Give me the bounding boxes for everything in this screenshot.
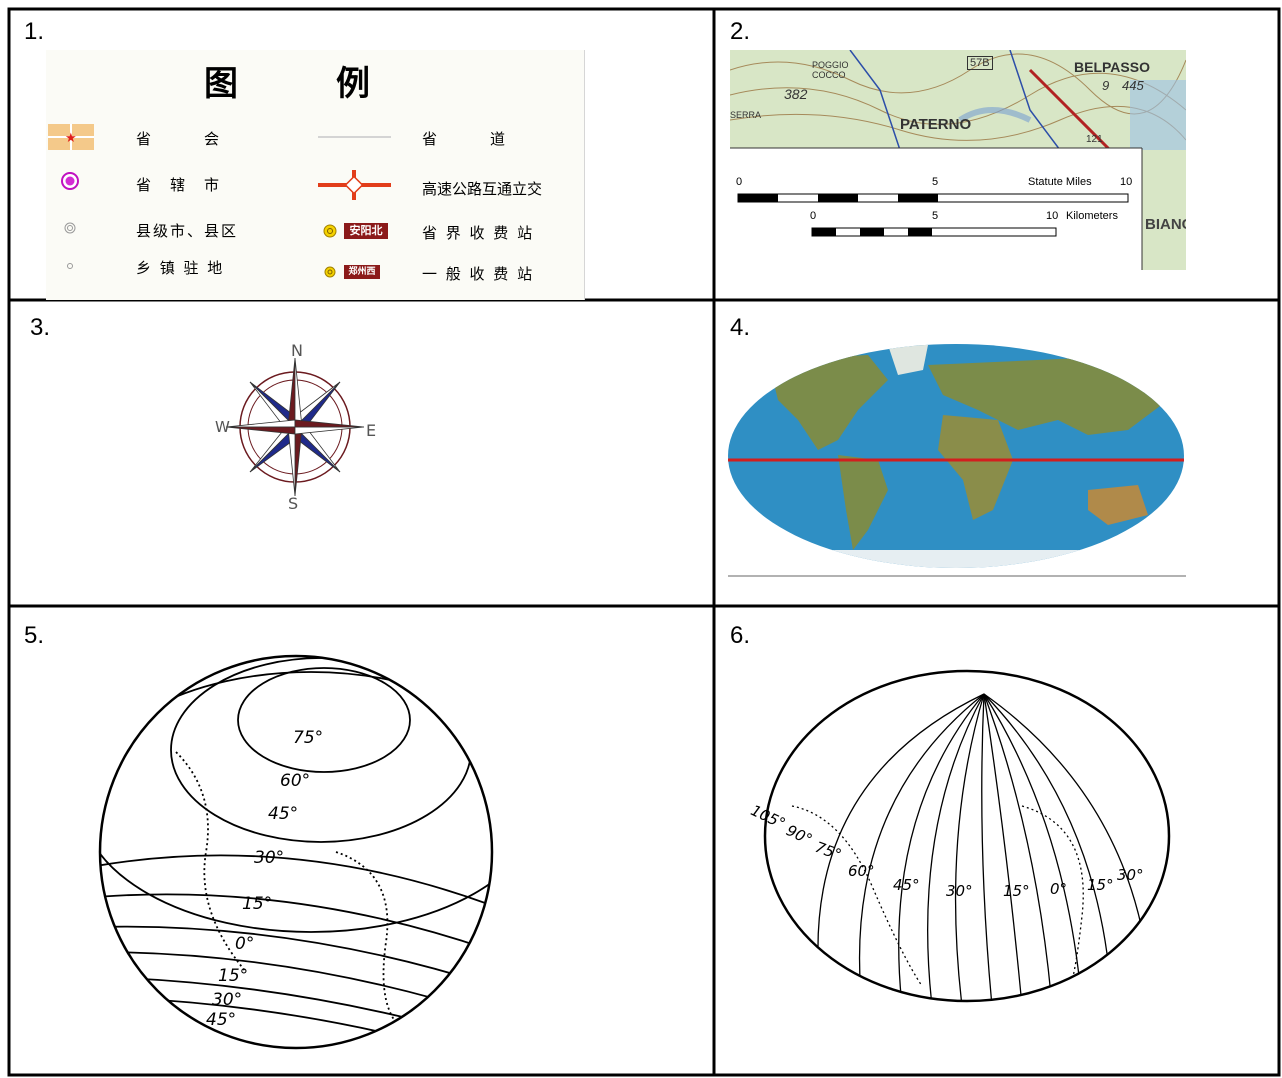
map-label-9: 9 [1102, 78, 1110, 93]
km-tick-5: 5 [932, 210, 939, 222]
legend-title-left: 图 [204, 64, 238, 104]
lat-label-0: 0° [235, 934, 255, 954]
map-label-57b: 57B [967, 56, 993, 70]
legend-label-provincial-road: 省 道 [422, 130, 508, 148]
compass-rose-icon [225, 357, 365, 497]
lat-label-75: 75° [293, 728, 324, 748]
km-tick-0: 0 [810, 210, 817, 222]
legend-label-general-toll: 一 般 收 费 站 [422, 265, 535, 283]
longitude-globe-icon [763, 669, 1171, 1003]
lat-label-15s: 15° [218, 966, 249, 986]
map-legend: 图 例 ★ [46, 50, 585, 300]
topographic-map-art [730, 50, 1186, 270]
panel-number-4: 4. [730, 314, 751, 341]
map-label-121: 121 [1086, 134, 1103, 145]
toll-sign-general: 郑州西 [348, 267, 376, 277]
lat-label-30s: 30° [212, 990, 243, 1010]
legend-label-town-seat: 乡 镇 驻 地 [136, 259, 225, 277]
panel-number-2: 2. [730, 18, 751, 45]
miles-tick-10: 10 [1120, 176, 1133, 188]
map-label-belpasso-text: BELPASSO [1074, 59, 1150, 75]
lon-label-60: 60° [848, 862, 875, 880]
lon-label-30: 30° [946, 882, 973, 900]
toll-sign-provincial: 安阳北 [349, 224, 383, 237]
town-seat-icon [67, 263, 73, 269]
general-toll-station-icon [324, 265, 380, 279]
map-label-paterno: PATERNO [900, 116, 972, 133]
lat-label-60: 60° [280, 771, 311, 791]
miles-tick-5: 5 [932, 176, 939, 188]
lon-label-0: 0° [1050, 880, 1068, 898]
legend-symbols: ★ [48, 124, 391, 279]
expressway-interchange-icon [318, 170, 391, 200]
map-label-382: 382 [784, 86, 808, 102]
panel-number-1: 1. [24, 18, 45, 45]
legend-label-expressway-interchange: 高速公路互通立交 [422, 180, 543, 198]
legend-label-provincial-toll: 省 界 收 费 站 [422, 224, 535, 242]
county-city-icon [64, 222, 76, 234]
legend-label-provincial-capital: 省 会 [136, 130, 222, 148]
latitude-globe-icon [98, 654, 494, 1050]
map-label-serra: SERRA [730, 110, 762, 120]
topographic-map: BELPASSO PATERNO POGGIO COCCO 382 SERRA … [730, 50, 1186, 270]
prefecture-city-icon [61, 172, 79, 190]
map-label-bianc: BIANC [1145, 216, 1186, 233]
lon-label-45: 45° [893, 876, 920, 894]
svg-text:★: ★ [65, 131, 77, 146]
panel-number-6: 6. [730, 622, 751, 649]
map-label-445: 445 [1122, 78, 1144, 93]
km-tick-10: 10 [1046, 210, 1059, 222]
compass-south-label: S [288, 494, 299, 513]
provincial-toll-station-icon [323, 223, 388, 239]
km-title: Kilometers [1066, 210, 1118, 222]
miles-tick-0: 0 [736, 176, 743, 188]
panel-number-5: 5. [24, 622, 45, 649]
provincial-capital-icon: ★ [48, 124, 94, 150]
world-map-icon [728, 344, 1186, 577]
map-label-poggio: POGGIO COCCO [812, 60, 849, 80]
lon-label-15: 15° [1003, 882, 1030, 900]
lat-label-45: 45° [268, 804, 299, 824]
compass-west-label: W [215, 418, 230, 436]
miles-title: Statute Miles [1028, 176, 1092, 188]
panel-number-3: 3. [30, 314, 51, 341]
compass-east-label: E [366, 421, 377, 440]
compass-north-label: N [291, 341, 303, 360]
legend-label-county-city: 县级市、县区 [136, 222, 239, 240]
lat-label-30: 30° [254, 848, 285, 868]
lon-label-15e: 15° [1087, 876, 1114, 894]
lat-label-45s: 45° [206, 1010, 237, 1030]
lat-label-15: 15° [242, 894, 273, 914]
legend-title-right: 例 [336, 64, 370, 104]
lon-label-30e: 30° [1117, 866, 1144, 884]
legend-label-prefecture-city: 省 辖 市 [136, 176, 222, 194]
